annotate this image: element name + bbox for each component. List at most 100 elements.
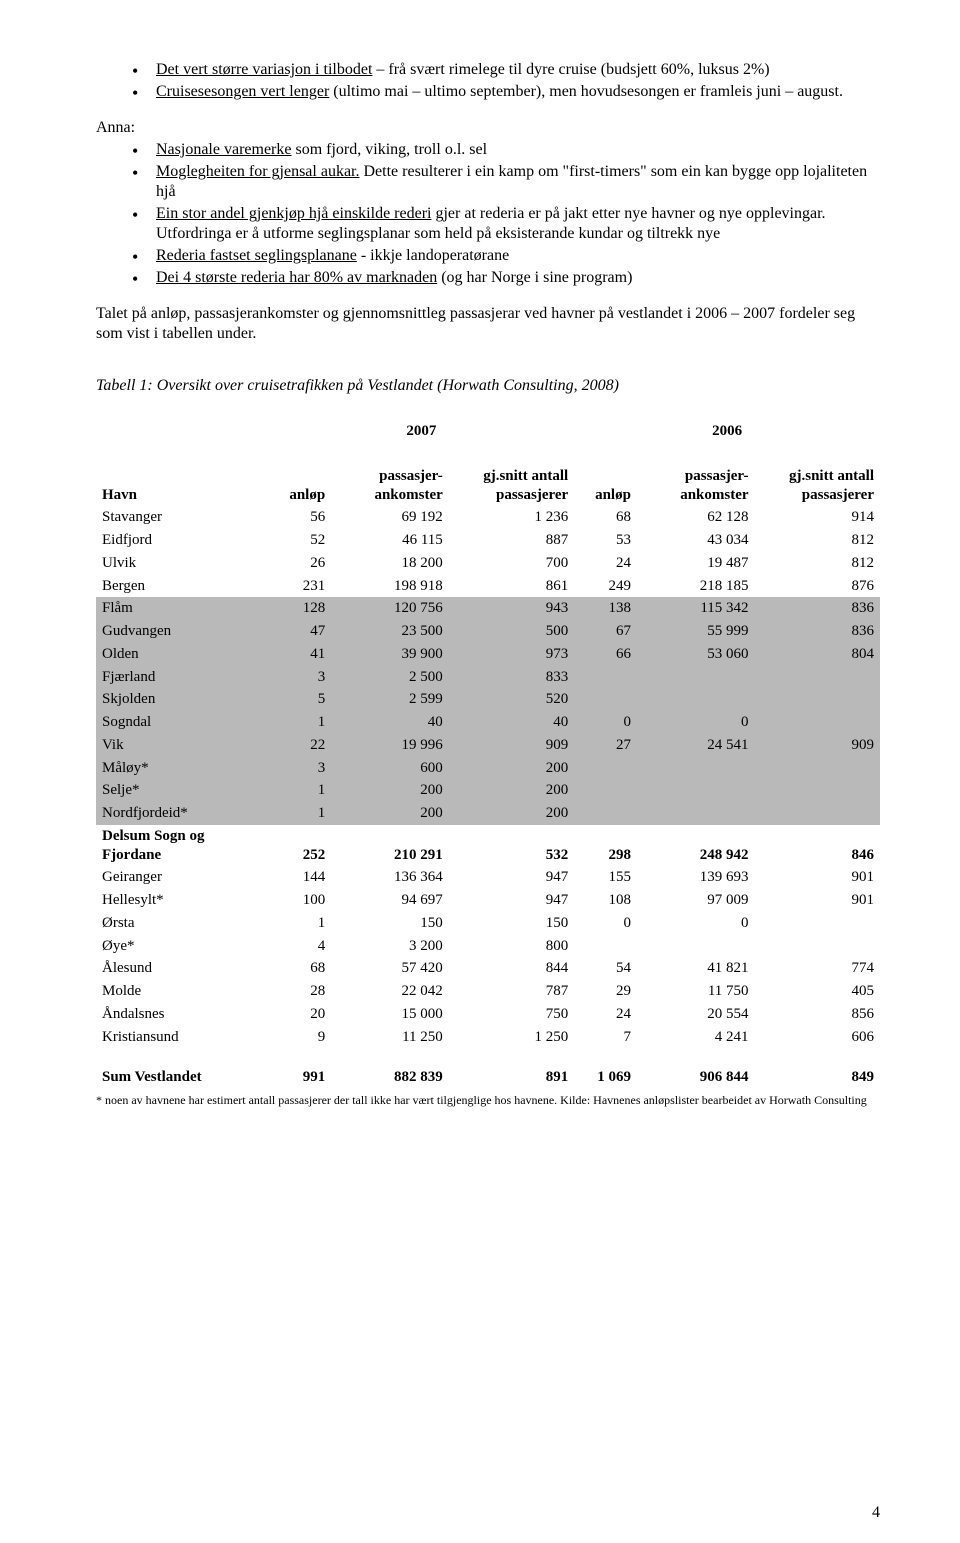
table-cell: 1 — [268, 779, 331, 802]
table-row: Skjolden52 599520 — [96, 688, 880, 711]
table-cell: 1 — [268, 802, 331, 825]
table-cell: 943 — [449, 597, 574, 620]
column-header: passasjer-ankomster — [331, 465, 449, 507]
table-cell: 248 942 — [637, 825, 755, 867]
table-cell: 139 693 — [637, 866, 755, 889]
table-row: Ulvik2618 2007002419 487812 — [96, 552, 880, 575]
table-cell — [637, 935, 755, 958]
table-cell: Flåm — [96, 597, 268, 620]
table-cell: Delsum Sogn og Fjordane — [96, 825, 268, 867]
table-cell: 54 — [574, 957, 637, 980]
table-row: Sogndal1404000 — [96, 711, 880, 734]
table-cell: Ålesund — [96, 957, 268, 980]
table-cell: 69 192 — [331, 506, 449, 529]
table-cell: 7 — [574, 1026, 637, 1049]
table-row: Flåm128120 756943138115 342836 — [96, 597, 880, 620]
table-cell: 1 — [268, 711, 331, 734]
table-cell — [637, 779, 755, 802]
table-cell: 5 — [268, 688, 331, 711]
table-cell: 210 291 — [331, 825, 449, 867]
table-cell: 500 — [449, 620, 574, 643]
table-cell: 833 — [449, 666, 574, 689]
table-cell: Molde — [96, 980, 268, 1003]
table-cell: Vik — [96, 734, 268, 757]
table-cell: 62 128 — [637, 506, 755, 529]
table-cell — [755, 757, 880, 780]
body-paragraph: Talet på anløp, passasjerankomster og gj… — [96, 304, 880, 344]
table-row: Selje*1200200 — [96, 779, 880, 802]
table-cell: 40 — [331, 711, 449, 734]
table-cell: 774 — [755, 957, 880, 980]
table-cell: 0 — [574, 711, 637, 734]
table-cell: 405 — [755, 980, 880, 1003]
table-cell: 0 — [637, 711, 755, 734]
underlined-text: Dei 4 største rederia har 80% av marknad… — [156, 269, 437, 286]
table-cell: 9 — [268, 1026, 331, 1049]
table-cell: 991 — [268, 1066, 331, 1089]
table-cell: 3 — [268, 757, 331, 780]
bullet-item: Rederia fastset seglingsplanane - ikkje … — [132, 246, 880, 266]
table-row: Gudvangen4723 5005006755 999836 — [96, 620, 880, 643]
table-cell: 41 821 — [637, 957, 755, 980]
table-cell: 856 — [755, 1003, 880, 1026]
table-cell: 836 — [755, 620, 880, 643]
underlined-text: Rederia fastset seglingsplanane — [156, 247, 357, 264]
table-cell — [755, 779, 880, 802]
table-cell: 218 185 — [637, 575, 755, 598]
cruise-traffic-table: 20072006Havnanløppassasjer-ankomstergj.s… — [96, 420, 880, 1089]
table-cell: 891 — [449, 1066, 574, 1089]
table-cell: 3 — [268, 666, 331, 689]
table-caption: Tabell 1: Oversikt over cruisetrafikken … — [96, 376, 880, 396]
table-cell: 812 — [755, 552, 880, 575]
table-cell: 24 — [574, 1003, 637, 1026]
table-cell: 2 500 — [331, 666, 449, 689]
table-cell: 906 844 — [637, 1066, 755, 1089]
table-footnote: * noen av havnene har estimert antall pa… — [96, 1093, 880, 1108]
table-row: Øye*43 200800 — [96, 935, 880, 958]
table-cell: 914 — [755, 506, 880, 529]
table-cell: 20 — [268, 1003, 331, 1026]
table-row: Delsum Sogn og Fjordane252210 2915322982… — [96, 825, 880, 867]
table-cell — [755, 688, 880, 711]
table-cell: 100 — [268, 889, 331, 912]
table-cell: 2 599 — [331, 688, 449, 711]
table-cell: Kristiansund — [96, 1026, 268, 1049]
table-cell: 68 — [574, 506, 637, 529]
table-cell: 23 500 — [331, 620, 449, 643]
table-cell: 128 — [268, 597, 331, 620]
table-cell: 53 — [574, 529, 637, 552]
bullet-item: Cruisesesongen vert lenger (ultimo mai –… — [132, 82, 880, 102]
table-row: Fjærland32 500833 — [96, 666, 880, 689]
table-cell: 0 — [637, 912, 755, 935]
table-cell — [637, 757, 755, 780]
table-cell: 973 — [449, 643, 574, 666]
bullet-item: Moglegheiten for gjensal aukar. Dette re… — [132, 162, 880, 202]
table-cell: 53 060 — [637, 643, 755, 666]
table-cell — [755, 711, 880, 734]
table-cell — [574, 688, 637, 711]
table-cell: 29 — [574, 980, 637, 1003]
table-row: Ørsta115015000 — [96, 912, 880, 935]
table-cell: Fjærland — [96, 666, 268, 689]
table-row: Måløy*3600200 — [96, 757, 880, 780]
table-cell: 22 042 — [331, 980, 449, 1003]
table-cell: 56 — [268, 506, 331, 529]
table-cell: 150 — [331, 912, 449, 935]
table-row: Kristiansund911 2501 25074 241606 — [96, 1026, 880, 1049]
table-cell: 1 236 — [449, 506, 574, 529]
table-cell: Selje* — [96, 779, 268, 802]
table-cell — [755, 666, 880, 689]
table-cell: 252 — [268, 825, 331, 867]
table-cell: 876 — [755, 575, 880, 598]
table-cell: 901 — [755, 889, 880, 912]
table-cell: 1 — [268, 912, 331, 935]
table-cell: Sum Vestlandet — [96, 1066, 268, 1089]
table-cell: Måløy* — [96, 757, 268, 780]
table-cell: 887 — [449, 529, 574, 552]
table-cell — [755, 912, 880, 935]
table-cell: 909 — [755, 734, 880, 757]
column-header: anløp — [574, 465, 637, 507]
bullet-item: Nasjonale varemerke som fjord, viking, t… — [132, 140, 880, 160]
table-cell: 1 250 — [449, 1026, 574, 1049]
table-cell — [755, 802, 880, 825]
